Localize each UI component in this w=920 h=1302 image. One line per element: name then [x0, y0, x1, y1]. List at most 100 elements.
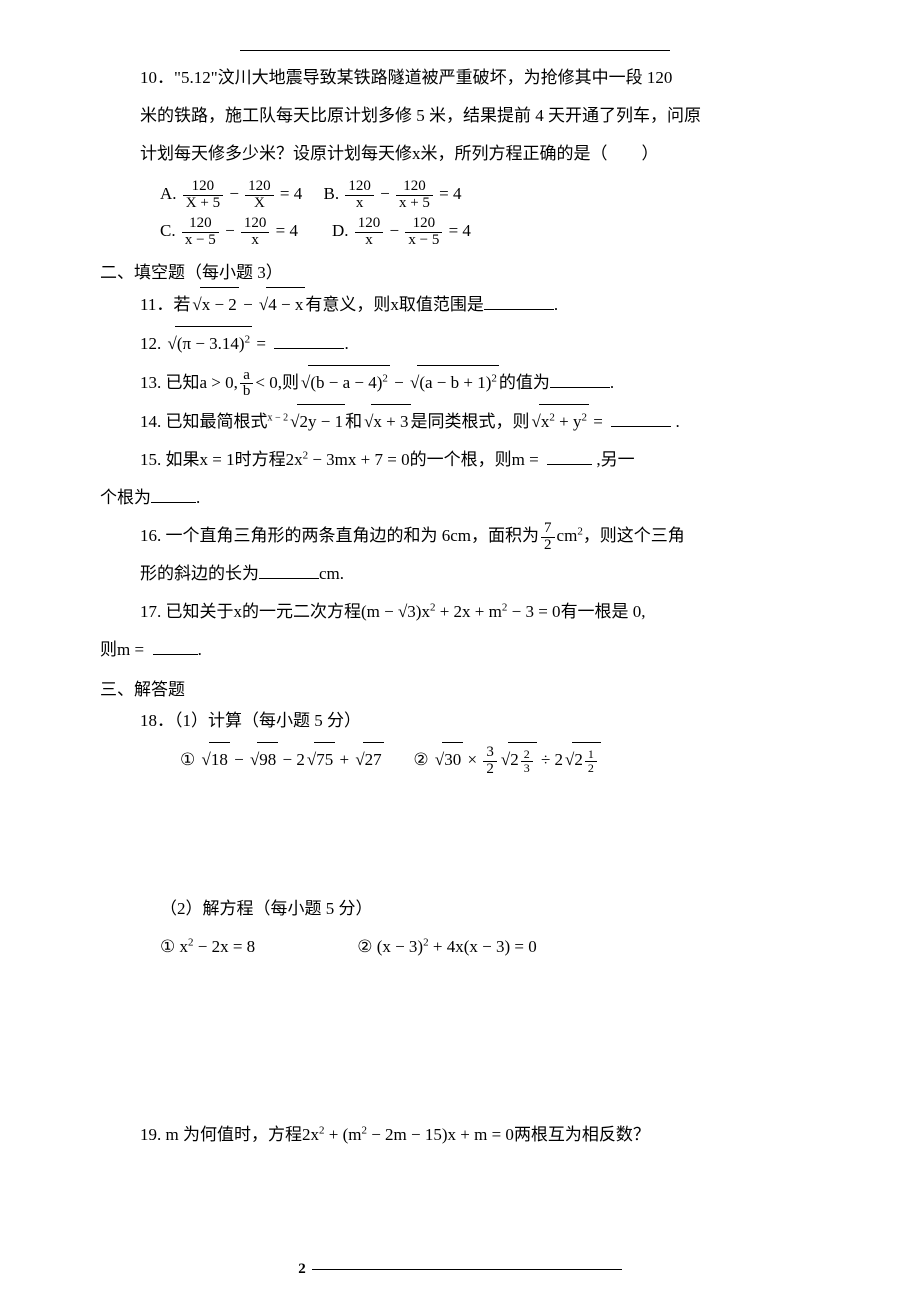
- q13-prefix: 13. 已知: [140, 373, 200, 392]
- section3-title: 三、解答题: [100, 675, 820, 700]
- q14-mid: 和: [345, 412, 362, 431]
- q18-s3: 75: [305, 742, 335, 777]
- q18-fA: 32: [483, 745, 497, 778]
- footer-line: [312, 1269, 622, 1270]
- q19-eq2: + (m: [324, 1125, 361, 1144]
- q13-a: a > 0,: [200, 373, 238, 392]
- q14-eq: =: [589, 412, 607, 431]
- q18-fC: 12: [585, 748, 597, 774]
- q10-optB-frac2: 120x + 5: [396, 179, 433, 212]
- q13-b: < 0,: [255, 373, 282, 392]
- q13-sqrt1: (b − a − 4)2: [299, 365, 390, 400]
- q10-optD-frac1: 120x: [355, 216, 384, 249]
- q10-opts-row1: A. 120X + 5 − 120X = 4 B. 120x − 120x + …: [100, 175, 820, 212]
- q13-frac-top: a: [240, 368, 254, 384]
- q18-fBb: 3: [521, 761, 533, 775]
- q10-l3-suffix: 米，所列方程正确的是（ ）: [421, 144, 659, 163]
- q14: 14. 已知最简根式x − 22y − 1和x + 3是同类根式，则x2 + y…: [100, 404, 820, 439]
- q15-eqt: 2x: [286, 450, 303, 469]
- q17-mres: m =: [117, 640, 148, 659]
- q12: 12. (π − 3.14)2 = .: [100, 326, 820, 361]
- q14-e3b: 2: [581, 411, 587, 423]
- q12-prefix: 12.: [140, 334, 166, 353]
- q18-r4: 27: [363, 742, 384, 777]
- q17-l2a: 则: [100, 640, 117, 659]
- q10-optA-f2n: 120: [245, 179, 274, 195]
- q17-l1b: 的一元二次方程: [242, 602, 361, 621]
- q14-sqrt2: x + 3: [362, 404, 410, 439]
- q13-exp2: 2: [491, 372, 497, 384]
- q18-r6: 223: [508, 742, 537, 777]
- q18-r6a: 2: [510, 750, 519, 769]
- q10-line3: 计划每天修多少米？设原计划每天修x米，所列方程正确的是（ ）: [100, 137, 820, 171]
- q10-opts-row2: C. 120x − 5 − 120x = 4 D. 120x − 120x − …: [100, 212, 820, 249]
- q11-prefix: 11．若: [140, 295, 190, 314]
- q18-e1lab: ①: [160, 937, 175, 956]
- q18-calc: ① 18 − 98 − 275 + 27 ② 30 × 32223 ÷ 2212: [100, 742, 820, 777]
- q17-eq: (m − √3)x: [361, 602, 430, 621]
- q19: 19. m 为何值时，方程2x2 + (m2 − 2m − 15)x + m =…: [100, 1118, 820, 1152]
- q18-c1: ①: [180, 750, 195, 769]
- q15-x1: x = 1: [200, 450, 235, 469]
- q11-suffix: 取值范围是: [399, 295, 484, 314]
- q10-optD-f1n: 120: [355, 216, 384, 232]
- q12-rad-inner: (π − 3.14): [177, 334, 245, 353]
- q14-r3: x2 + y2: [539, 404, 589, 439]
- q17-line1: 17. 已知关于x的一元二次方程(m − √3)x2 + 2x + m2 − 3…: [100, 595, 820, 629]
- q19-suffix: 两根互为相反数？: [514, 1125, 650, 1144]
- q18-fBt: 2: [521, 748, 533, 761]
- q16-l2b: cm.: [319, 564, 344, 583]
- q12-end: .: [344, 334, 348, 353]
- q18-r7a: 2: [574, 750, 583, 769]
- q13-rad2: (a − b + 1)2: [417, 365, 499, 400]
- q15-mid: 时方程: [235, 450, 286, 469]
- q13-rad1: (b − a − 4)2: [308, 365, 390, 400]
- q15-mres: m =: [512, 450, 543, 469]
- q18-s6: 223: [499, 742, 537, 777]
- q18-e1: x: [175, 937, 188, 956]
- q19-prefix: 19. m 为何值时，方程: [140, 1125, 302, 1144]
- q10-optA-f1n: 120: [183, 179, 223, 195]
- q10-optA-frac1: 120X + 5: [183, 179, 223, 212]
- q10-optC-label: C.: [160, 221, 176, 240]
- q10-optB-rhs: = 4: [439, 184, 461, 203]
- q10-optC-frac1: 120x − 5: [182, 216, 219, 249]
- q10-optD-f2n: 120: [405, 216, 442, 232]
- q12-rad: (π − 3.14)2: [175, 326, 252, 361]
- q12-blank: [274, 331, 344, 349]
- q16-fb: 2: [541, 537, 555, 554]
- q18-e2a: (x − 3): [372, 937, 423, 956]
- q18-m4: ×: [463, 750, 481, 769]
- q10-optB-f1d: x: [345, 195, 374, 212]
- q14-blank: [611, 409, 671, 427]
- q10-optD-label: D.: [332, 221, 349, 240]
- q17-line2: 则m = .: [100, 633, 820, 667]
- q16-blank: [259, 561, 319, 579]
- q11: 11．若x − 2 − 4 − x有意义，则x取值范围是.: [100, 287, 820, 322]
- q13-suffix: 的值为: [499, 373, 550, 392]
- q10-optC-f2d: x: [241, 232, 270, 249]
- q14-end: .: [671, 412, 680, 431]
- q18-m3: +: [335, 750, 353, 769]
- q18-s5: 30: [433, 742, 463, 777]
- q10-optB-frac1: 120x: [345, 179, 374, 212]
- q10-optA-rhs: = 4: [280, 184, 302, 203]
- q13-r1inner: (b − a − 4): [310, 373, 382, 392]
- q12-exp: 2: [245, 333, 251, 345]
- q11-sqrt1: x − 2: [190, 287, 238, 322]
- q18-m1: −: [230, 750, 248, 769]
- q11-mid2: 有意义，则: [305, 295, 390, 314]
- q17-eq2: + 2x + m: [435, 602, 501, 621]
- q16-l1b: ，则这个三角: [583, 526, 685, 545]
- q14-mid2: 是同类根式，则: [411, 412, 530, 431]
- q11-r1: x − 2: [200, 287, 239, 322]
- q14-r1: 2y − 1: [297, 404, 345, 439]
- q17-eq3: − 3 = 0: [507, 602, 560, 621]
- q18-workspace1: [100, 782, 820, 892]
- q19-eq3: − 2m − 15)x + m = 0: [367, 1125, 514, 1144]
- page-footer: 2: [0, 1261, 920, 1278]
- q16-l2a: 形的斜边的长为: [140, 564, 259, 583]
- q11-mid: −: [239, 295, 257, 314]
- q12-sqrt: (π − 3.14)2: [166, 326, 253, 361]
- q15-prefix: 15. 如果: [140, 450, 200, 469]
